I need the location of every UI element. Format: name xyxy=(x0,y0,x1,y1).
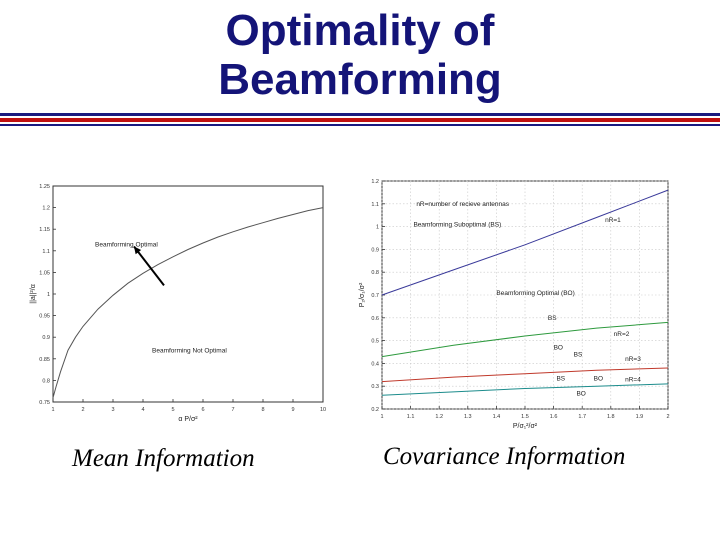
chart1-plot-area xyxy=(52,185,324,403)
chart1-x-tick-label: 6 xyxy=(201,407,204,413)
chart2-y-tick-label: 0.5 xyxy=(371,339,379,345)
chart2-series-line-1 xyxy=(381,189,669,296)
chart2-y-tick-label: 0.7 xyxy=(371,293,379,299)
chart2-x-tick-label: 1.5 xyxy=(521,414,529,420)
chart2-x-tick-label: 1.8 xyxy=(607,414,615,420)
caption-covariance-information: Covariance Information xyxy=(383,443,626,470)
chart2-annotation: nR=number of recieve antennas xyxy=(416,201,509,208)
chart1-y-tick-label: 1.2 xyxy=(42,206,50,212)
chart2-x-tick-label: 1.2 xyxy=(435,414,443,420)
chart2-x-tick-label: 1.3 xyxy=(464,414,472,420)
chart1-x-tick-label: 3 xyxy=(111,407,114,413)
chart2-y-tick-label: 1.2 xyxy=(371,179,379,185)
chart1-x-axis-label: α P/σ² xyxy=(178,416,198,423)
covariance-information-chart: 1 1.1 1.2 1.3 1.4 1.5 1.6 1.7 1.8 1.9 2 0.2 0.3 0.4 0.… xyxy=(359,179,670,430)
chart2-y-tick-label: 0.8 xyxy=(371,270,379,276)
chart2-y-tick-label: 0.9 xyxy=(371,247,379,253)
chart2-y-tick-label: 0.6 xyxy=(371,316,379,322)
chart2-y-tick-label: 0.3 xyxy=(371,384,379,390)
chart1-x-tick-label: 1 xyxy=(51,407,54,413)
title-rule-top xyxy=(0,113,720,116)
title-line-1: Optimality of xyxy=(225,6,495,55)
chart1-annotation: Beamforming Not Optimal xyxy=(152,347,227,354)
title-line-2: Beamforming xyxy=(218,55,502,104)
chart2-series-line-2 xyxy=(381,321,669,358)
chart2-x-tick-label: 1.1 xyxy=(407,414,415,420)
chart2-annotation: nR=2 xyxy=(614,331,630,338)
mean-information-chart: 1 2 3 4 5 6 7 8 9 10 0.75 0.8 0.85 0.9 0.95 1 1.05 1.1 1.1… xyxy=(30,184,326,423)
chart2-x-tick-label: 1.7 xyxy=(578,414,586,420)
chart1-y-tick-label: 1.05 xyxy=(39,270,50,276)
caption-mean-information: Mean Information xyxy=(72,445,255,472)
chart1-y-tick-label: 1.15 xyxy=(39,227,50,233)
title-rule-middle xyxy=(0,118,720,122)
chart2-x-tick-label: 1.6 xyxy=(550,414,558,420)
chart1-annotation: Beamforming Optimal xyxy=(95,241,158,248)
chart2-x-tick-label: 1.4 xyxy=(493,414,501,420)
chart1-series-line-1 xyxy=(52,207,324,398)
chart2-series-line-4 xyxy=(381,383,669,396)
chart1-x-tick-label: 7 xyxy=(231,407,234,413)
chart1-y-axis-label: ||a||²/α xyxy=(30,284,37,304)
chart2-series-line-3 xyxy=(381,367,669,383)
chart2-y-tick-label: 1.1 xyxy=(371,202,379,208)
chart1-y-tick-label: 0.85 xyxy=(39,357,50,363)
chart1-y-tick-label: 0.9 xyxy=(42,335,50,341)
chart2-annotation: nR=3 xyxy=(625,356,641,363)
chart1-y-tick-label: 0.8 xyxy=(42,378,50,384)
chart2-annotation: Beamforming Optimal (BO) xyxy=(496,290,574,297)
chart2-x-tick-label: 2 xyxy=(666,414,669,420)
chart1-y-tick-label: 1 xyxy=(47,292,50,298)
title-rule-bottom xyxy=(0,124,720,126)
chart1-x-tick-label: 2 xyxy=(81,407,84,413)
chart1-x-tick-label: 9 xyxy=(291,407,294,413)
chart1-y-tick-label: 1.1 xyxy=(42,249,50,255)
chart1-y-tick-label: 1.25 xyxy=(39,184,50,190)
chart2-x-axis-label: P/σ₁²/σ² xyxy=(513,423,538,430)
chart2-annotation: Beamforming Suboptimal (BS) xyxy=(413,222,501,229)
chart2-annotation: BO xyxy=(554,345,563,352)
chart1-x-tick-label: 8 xyxy=(261,407,264,413)
chart2-annotation: BS xyxy=(574,352,583,359)
chart1-y-tick-label: 0.95 xyxy=(39,314,50,320)
chart2-annotation: BS xyxy=(548,315,557,322)
chart2-annotation: nR=1 xyxy=(605,217,621,224)
chart2-annotation: BO xyxy=(594,376,603,383)
chart2-annotation: nR=4 xyxy=(625,377,641,384)
chart1-y-tick-label: 0.75 xyxy=(39,400,50,406)
chart2-y-tick-label: 1 xyxy=(376,225,379,231)
chart1-x-tick-label: 4 xyxy=(141,407,144,413)
chart2-x-tick-label: 1 xyxy=(380,414,383,420)
chart2-y-tick-label: 0.4 xyxy=(371,361,379,367)
chart1-x-tick-label: 10 xyxy=(320,407,326,413)
chart2-annotation: BO xyxy=(576,390,585,397)
chart2-y-tick-label: 0.2 xyxy=(371,407,379,413)
chart2-y-axis-label: P₂/σ₁/σ² xyxy=(359,282,366,307)
chart2-x-tick-label: 1.9 xyxy=(636,414,644,420)
slide-title: Optimality of Beamforming xyxy=(150,6,570,104)
chart2-annotation: BS xyxy=(556,376,565,383)
chart1-arrow-shaft xyxy=(133,245,165,286)
chart1-x-tick-label: 5 xyxy=(171,407,174,413)
chart1-arrow-head xyxy=(134,246,142,255)
